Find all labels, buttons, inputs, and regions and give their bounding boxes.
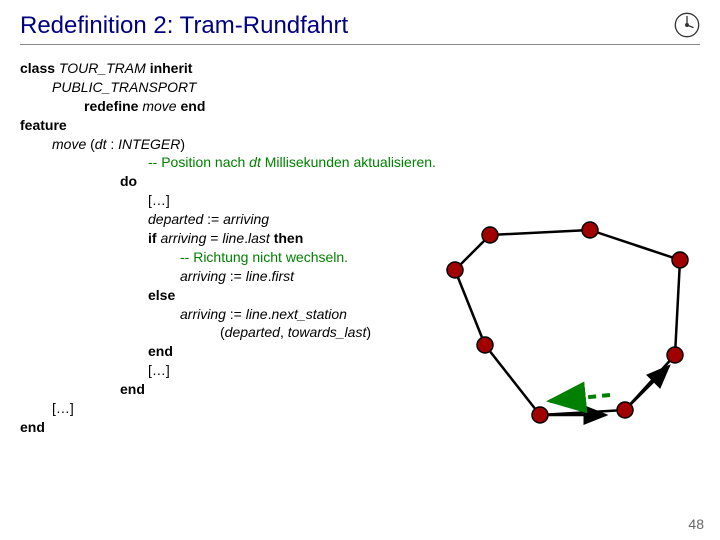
ident: line bbox=[246, 268, 268, 284]
keyword: do bbox=[120, 173, 137, 189]
ident: arriving bbox=[157, 230, 211, 246]
ident: move bbox=[52, 136, 90, 152]
comment: -- Position nach bbox=[148, 154, 249, 170]
ident: PUBLIC_TRANSPORT bbox=[52, 79, 196, 95]
ident: dt bbox=[95, 136, 111, 152]
punct: ) bbox=[180, 136, 185, 152]
punct: = bbox=[210, 230, 222, 246]
comment: Millisekunden aktualisieren. bbox=[261, 154, 436, 170]
code-line: PUBLIC_TRANSPORT bbox=[20, 78, 700, 97]
ident: arriving bbox=[223, 211, 269, 227]
ellipsis: […] bbox=[148, 362, 170, 378]
keyword: feature bbox=[20, 117, 67, 133]
ident: arriving bbox=[180, 306, 230, 322]
keyword: end bbox=[20, 419, 45, 435]
punct: := bbox=[230, 268, 246, 284]
ident: line bbox=[246, 306, 268, 322]
code-line: -- Position nach dt Millisekunden aktual… bbox=[20, 153, 700, 172]
ident: departed bbox=[148, 211, 207, 227]
keyword: then bbox=[274, 230, 304, 246]
ident: next_station bbox=[271, 306, 347, 322]
keyword: redefine bbox=[84, 98, 138, 114]
ident: TOUR_TRAM bbox=[55, 60, 150, 76]
code-line: redefine move end bbox=[20, 97, 700, 116]
punct: := bbox=[207, 211, 223, 227]
punct: : bbox=[110, 136, 118, 152]
ident: arriving bbox=[180, 268, 230, 284]
punct: ) bbox=[366, 324, 371, 340]
graph-diagram bbox=[430, 215, 700, 455]
keyword: end bbox=[180, 98, 205, 114]
keyword: end bbox=[148, 343, 173, 359]
code-line: do bbox=[20, 172, 700, 191]
ident: departed bbox=[225, 324, 280, 340]
code-line: feature bbox=[20, 116, 700, 135]
ident: towards_last bbox=[288, 324, 367, 340]
punct: := bbox=[230, 306, 246, 322]
punct: , bbox=[280, 324, 288, 340]
keyword: if bbox=[148, 230, 157, 246]
code-line: […] bbox=[20, 191, 700, 210]
keyword: else bbox=[148, 287, 175, 303]
ident: INTEGER bbox=[118, 136, 180, 152]
keyword: class bbox=[20, 60, 55, 76]
code-line: move (dt : INTEGER) bbox=[20, 135, 700, 154]
comment: dt bbox=[249, 154, 261, 170]
ident: move bbox=[138, 98, 180, 114]
comment: -- Richtung nicht wechseln. bbox=[180, 249, 348, 265]
keyword: inherit bbox=[150, 60, 193, 76]
ellipsis: […] bbox=[52, 400, 74, 416]
code-line: class TOUR_TRAM inherit bbox=[20, 59, 700, 78]
logo-icon bbox=[674, 12, 700, 38]
page-number: 48 bbox=[688, 516, 704, 532]
ident: line bbox=[222, 230, 244, 246]
ident: last bbox=[248, 230, 274, 246]
keyword: end bbox=[120, 381, 145, 397]
ident: first bbox=[271, 268, 294, 284]
slide-title: Redefinition 2: Tram-Rundfahrt bbox=[20, 12, 700, 45]
ellipsis: […] bbox=[148, 192, 170, 208]
